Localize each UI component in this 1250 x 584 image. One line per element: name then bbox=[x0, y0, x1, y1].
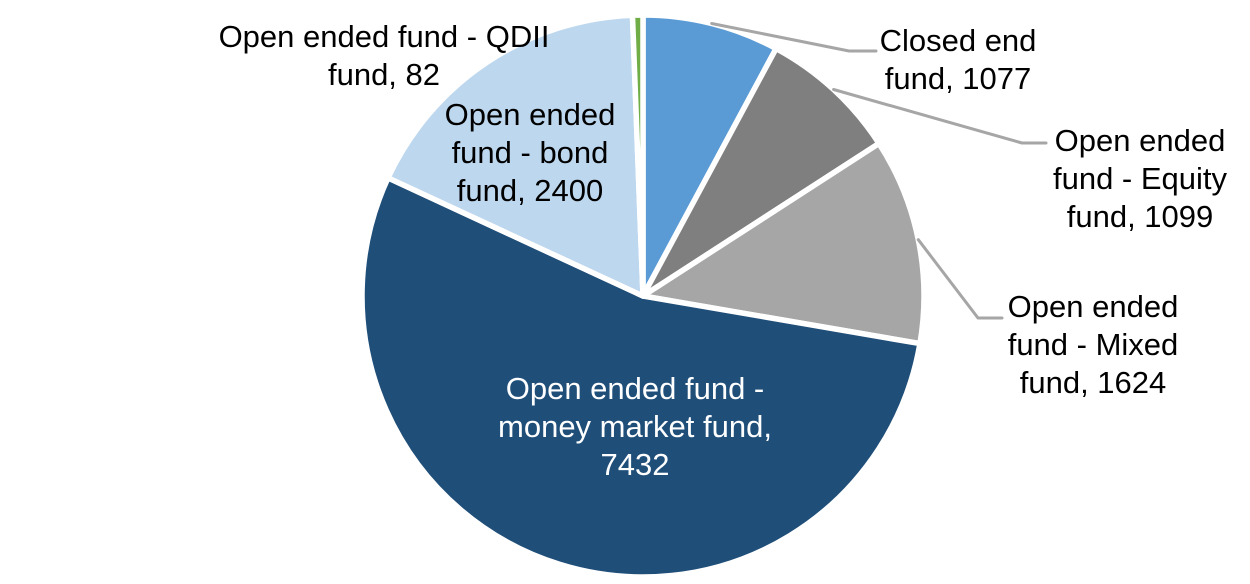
data-label-closed-end-fund: Closed end fund, 1077 bbox=[879, 23, 1037, 96]
data-label-qdii-fund: Open ended fund - QDII fund, 82 bbox=[218, 19, 550, 92]
leader-line-closed-end-fund bbox=[710, 22, 878, 53]
data-label-mixed-fund: Open ended fund - Mixed fund, 1624 bbox=[1007, 289, 1179, 400]
leader-line-mixed-fund bbox=[916, 238, 1004, 320]
data-label-money-market-fund: Open ended fund - money market fund, 743… bbox=[498, 371, 772, 482]
pie-slice-open-ended-fund-money-market-fund bbox=[359, 175, 923, 580]
pie bbox=[359, 12, 927, 580]
pie-slice-open-ended-fund-qdii-fund bbox=[629, 12, 646, 299]
pie-slice-open-ended-fund-bond-fund bbox=[385, 12, 646, 299]
data-label-equity-fund: Open ended fund - Equity fund, 1099 bbox=[1052, 123, 1228, 234]
data-label-bond-fund: Open ended fund - bond fund, 2400 bbox=[444, 97, 616, 208]
leader-line-equity-fund bbox=[832, 88, 1048, 145]
